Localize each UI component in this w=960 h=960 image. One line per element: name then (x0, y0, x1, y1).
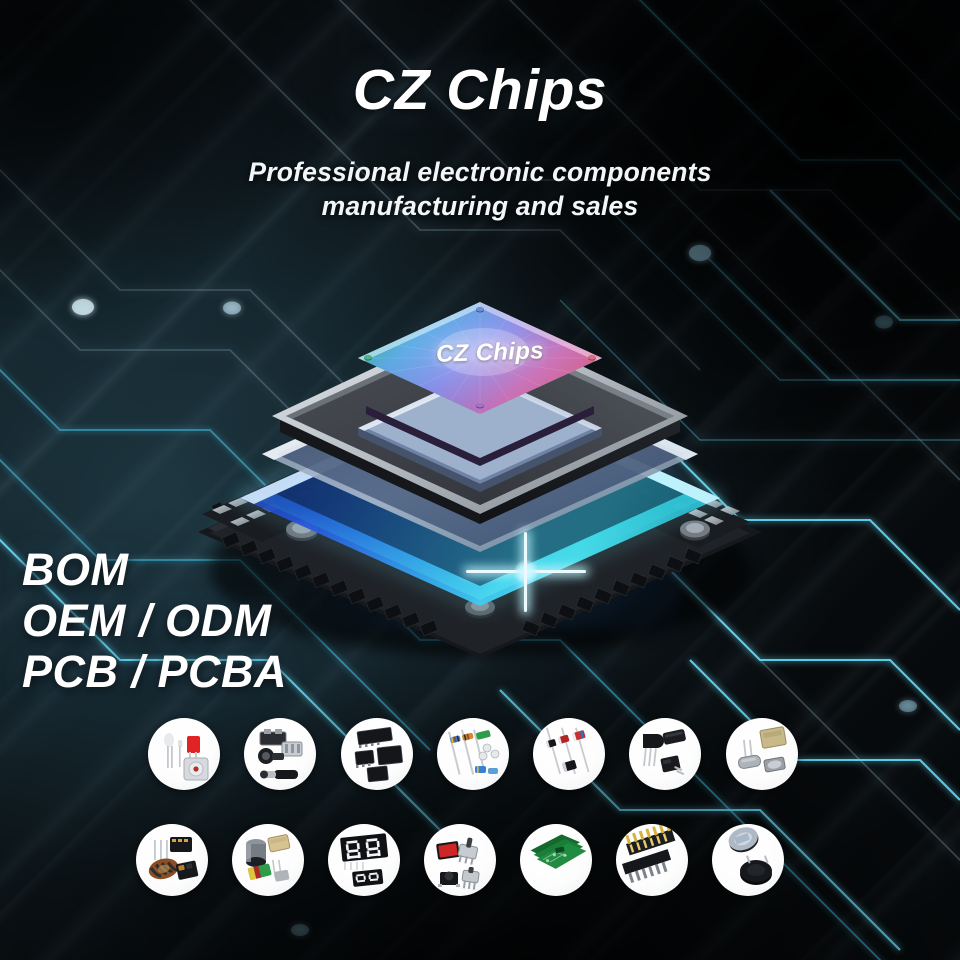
service-bom: BOM (22, 544, 129, 595)
product-circle-leds-and-sensors[interactable] (148, 718, 220, 790)
product-circle-segment-displays[interactable] (328, 824, 400, 896)
subtitle-line-2: manufacturing and sales (321, 191, 639, 222)
product-circle-integrated-circuits[interactable] (341, 718, 413, 790)
service-pcb-pcba: PCB / PCBA (22, 645, 288, 697)
product-circle-pin-headers[interactable] (616, 824, 688, 896)
product-circle-switches[interactable] (424, 824, 496, 896)
product-circle-crystals-oscillators[interactable] (726, 718, 798, 790)
product-circle-inductors-transformers[interactable] (136, 824, 208, 896)
product-circle-capacitors[interactable] (232, 824, 304, 896)
product-circle-resistors[interactable] (437, 718, 509, 790)
product-circle-pcb-boards[interactable] (520, 824, 592, 896)
service-list: BOM OEM / ODM PCB / PCBA (22, 544, 288, 698)
service-oem-odm: OEM / ODM (22, 594, 272, 646)
page-subtitle: Professional electronic components manuf… (0, 155, 960, 223)
product-circle-transistors[interactable] (629, 718, 701, 790)
product-circle-diodes[interactable] (533, 718, 605, 790)
page-title: CZ Chips (352, 58, 608, 122)
subtitle-line-1: Professional electronic components (248, 157, 712, 187)
product-circle-buzzers[interactable] (712, 824, 784, 896)
product-circle-connectors[interactable] (244, 718, 316, 790)
